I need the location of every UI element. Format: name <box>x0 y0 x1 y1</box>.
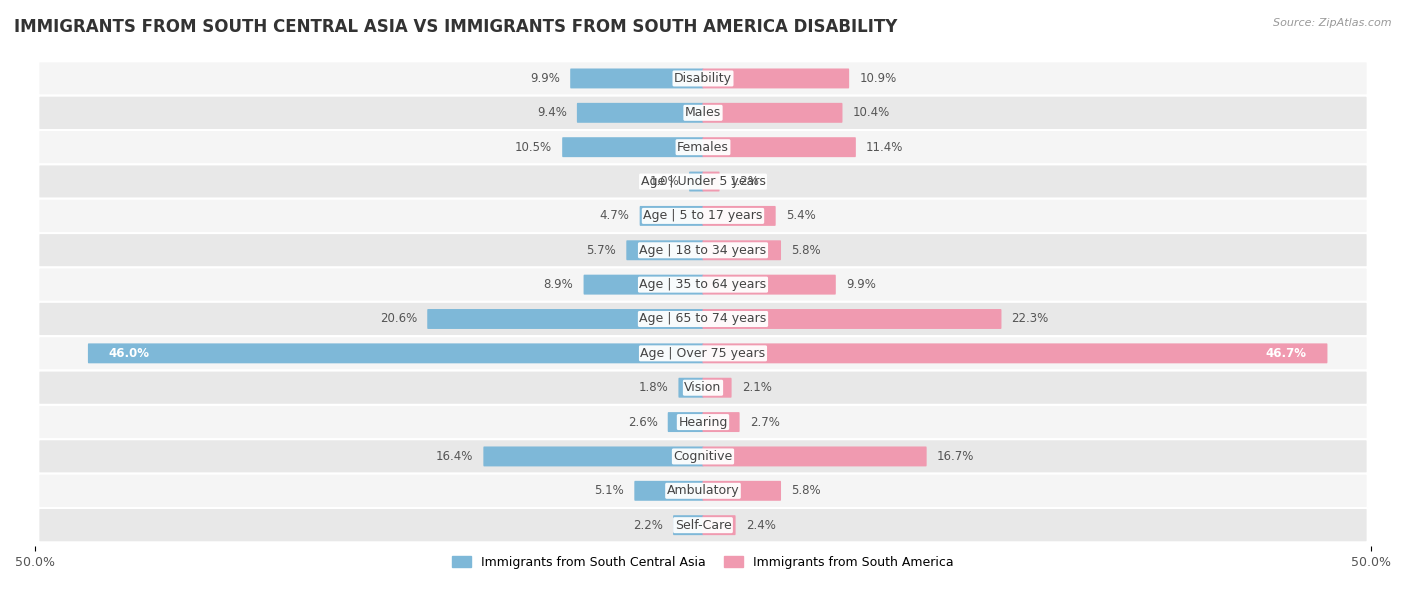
Text: Self-Care: Self-Care <box>675 518 731 532</box>
FancyBboxPatch shape <box>38 95 1368 130</box>
FancyBboxPatch shape <box>562 137 703 157</box>
Text: 2.2%: 2.2% <box>633 518 662 532</box>
FancyBboxPatch shape <box>38 199 1368 233</box>
FancyBboxPatch shape <box>38 61 1368 95</box>
FancyBboxPatch shape <box>703 515 735 535</box>
Text: 11.4%: 11.4% <box>866 141 904 154</box>
Text: IMMIGRANTS FROM SOUTH CENTRAL ASIA VS IMMIGRANTS FROM SOUTH AMERICA DISABILITY: IMMIGRANTS FROM SOUTH CENTRAL ASIA VS IM… <box>14 18 897 36</box>
Text: Hearing: Hearing <box>678 416 728 428</box>
FancyBboxPatch shape <box>38 130 1368 165</box>
FancyBboxPatch shape <box>38 405 1368 439</box>
Text: 1.2%: 1.2% <box>730 175 759 188</box>
FancyBboxPatch shape <box>679 378 703 398</box>
Text: 1.0%: 1.0% <box>650 175 679 188</box>
FancyBboxPatch shape <box>703 69 849 88</box>
Text: 9.4%: 9.4% <box>537 106 567 119</box>
FancyBboxPatch shape <box>38 508 1368 542</box>
FancyBboxPatch shape <box>703 447 927 466</box>
Text: 16.4%: 16.4% <box>436 450 474 463</box>
FancyBboxPatch shape <box>703 309 1001 329</box>
Text: 16.7%: 16.7% <box>936 450 974 463</box>
Text: 8.9%: 8.9% <box>544 278 574 291</box>
FancyBboxPatch shape <box>703 412 740 432</box>
Text: Source: ZipAtlas.com: Source: ZipAtlas.com <box>1274 18 1392 28</box>
FancyBboxPatch shape <box>38 165 1368 199</box>
Text: 2.6%: 2.6% <box>627 416 658 428</box>
FancyBboxPatch shape <box>703 206 776 226</box>
Text: Females: Females <box>678 141 728 154</box>
Text: 5.1%: 5.1% <box>595 484 624 498</box>
FancyBboxPatch shape <box>626 241 703 260</box>
Text: 5.8%: 5.8% <box>792 244 821 257</box>
FancyBboxPatch shape <box>38 336 1368 370</box>
FancyBboxPatch shape <box>668 412 703 432</box>
Text: 10.9%: 10.9% <box>859 72 897 85</box>
Text: 9.9%: 9.9% <box>530 72 560 85</box>
Text: Cognitive: Cognitive <box>673 450 733 463</box>
FancyBboxPatch shape <box>571 69 703 88</box>
Text: 1.8%: 1.8% <box>638 381 668 394</box>
Text: 5.4%: 5.4% <box>786 209 815 222</box>
FancyBboxPatch shape <box>703 378 731 398</box>
FancyBboxPatch shape <box>583 275 703 294</box>
FancyBboxPatch shape <box>38 370 1368 405</box>
FancyBboxPatch shape <box>703 103 842 123</box>
FancyBboxPatch shape <box>38 233 1368 267</box>
FancyBboxPatch shape <box>38 267 1368 302</box>
Text: 4.7%: 4.7% <box>599 209 630 222</box>
Text: Age | 18 to 34 years: Age | 18 to 34 years <box>640 244 766 257</box>
FancyBboxPatch shape <box>38 302 1368 336</box>
FancyBboxPatch shape <box>427 309 703 329</box>
FancyBboxPatch shape <box>703 343 1327 364</box>
FancyBboxPatch shape <box>673 515 703 535</box>
FancyBboxPatch shape <box>634 481 703 501</box>
Text: Age | 65 to 74 years: Age | 65 to 74 years <box>640 313 766 326</box>
Text: 46.0%: 46.0% <box>108 347 149 360</box>
Text: 46.7%: 46.7% <box>1265 347 1306 360</box>
FancyBboxPatch shape <box>703 275 835 294</box>
FancyBboxPatch shape <box>689 171 703 192</box>
Text: Males: Males <box>685 106 721 119</box>
FancyBboxPatch shape <box>703 137 856 157</box>
FancyBboxPatch shape <box>703 171 720 192</box>
Text: 10.4%: 10.4% <box>852 106 890 119</box>
Text: 9.9%: 9.9% <box>846 278 876 291</box>
Legend: Immigrants from South Central Asia, Immigrants from South America: Immigrants from South Central Asia, Immi… <box>447 551 959 573</box>
FancyBboxPatch shape <box>38 439 1368 474</box>
FancyBboxPatch shape <box>576 103 703 123</box>
Text: Vision: Vision <box>685 381 721 394</box>
FancyBboxPatch shape <box>89 343 703 364</box>
FancyBboxPatch shape <box>703 241 780 260</box>
Text: Age | Over 75 years: Age | Over 75 years <box>641 347 765 360</box>
Text: 5.7%: 5.7% <box>586 244 616 257</box>
Text: Disability: Disability <box>673 72 733 85</box>
FancyBboxPatch shape <box>640 206 703 226</box>
Text: Age | 5 to 17 years: Age | 5 to 17 years <box>644 209 762 222</box>
Text: Age | Under 5 years: Age | Under 5 years <box>641 175 765 188</box>
Text: 2.7%: 2.7% <box>749 416 780 428</box>
Text: 5.8%: 5.8% <box>792 484 821 498</box>
Text: Ambulatory: Ambulatory <box>666 484 740 498</box>
FancyBboxPatch shape <box>484 447 703 466</box>
Text: Age | 35 to 64 years: Age | 35 to 64 years <box>640 278 766 291</box>
FancyBboxPatch shape <box>38 474 1368 508</box>
Text: 22.3%: 22.3% <box>1011 313 1049 326</box>
Text: 2.4%: 2.4% <box>745 518 776 532</box>
Text: 10.5%: 10.5% <box>515 141 553 154</box>
FancyBboxPatch shape <box>703 481 780 501</box>
Text: 20.6%: 20.6% <box>380 313 418 326</box>
Text: 2.1%: 2.1% <box>742 381 772 394</box>
